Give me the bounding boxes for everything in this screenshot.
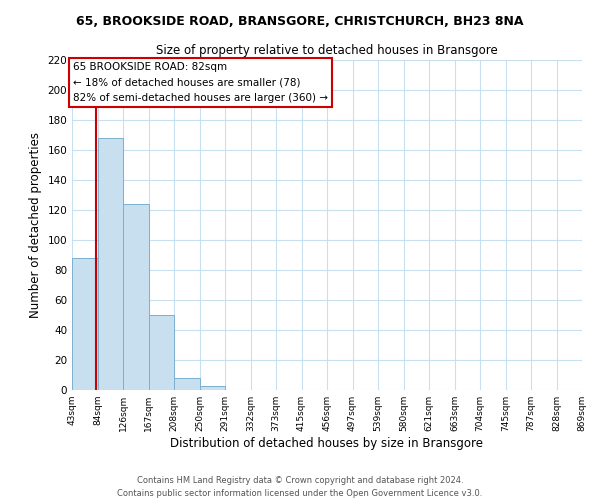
- Bar: [174, 378, 199, 390]
- Bar: [149, 315, 174, 390]
- Bar: [97, 138, 123, 390]
- Bar: [123, 204, 149, 390]
- Bar: [72, 258, 97, 390]
- Bar: [199, 386, 225, 390]
- Text: 65 BROOKSIDE ROAD: 82sqm
← 18% of detached houses are smaller (78)
82% of semi-d: 65 BROOKSIDE ROAD: 82sqm ← 18% of detach…: [73, 62, 328, 103]
- X-axis label: Distribution of detached houses by size in Bransgore: Distribution of detached houses by size …: [170, 437, 484, 450]
- Title: Size of property relative to detached houses in Bransgore: Size of property relative to detached ho…: [156, 44, 498, 58]
- Y-axis label: Number of detached properties: Number of detached properties: [29, 132, 42, 318]
- Text: 65, BROOKSIDE ROAD, BRANSGORE, CHRISTCHURCH, BH23 8NA: 65, BROOKSIDE ROAD, BRANSGORE, CHRISTCHU…: [76, 15, 524, 28]
- Text: Contains HM Land Registry data © Crown copyright and database right 2024.
Contai: Contains HM Land Registry data © Crown c…: [118, 476, 482, 498]
